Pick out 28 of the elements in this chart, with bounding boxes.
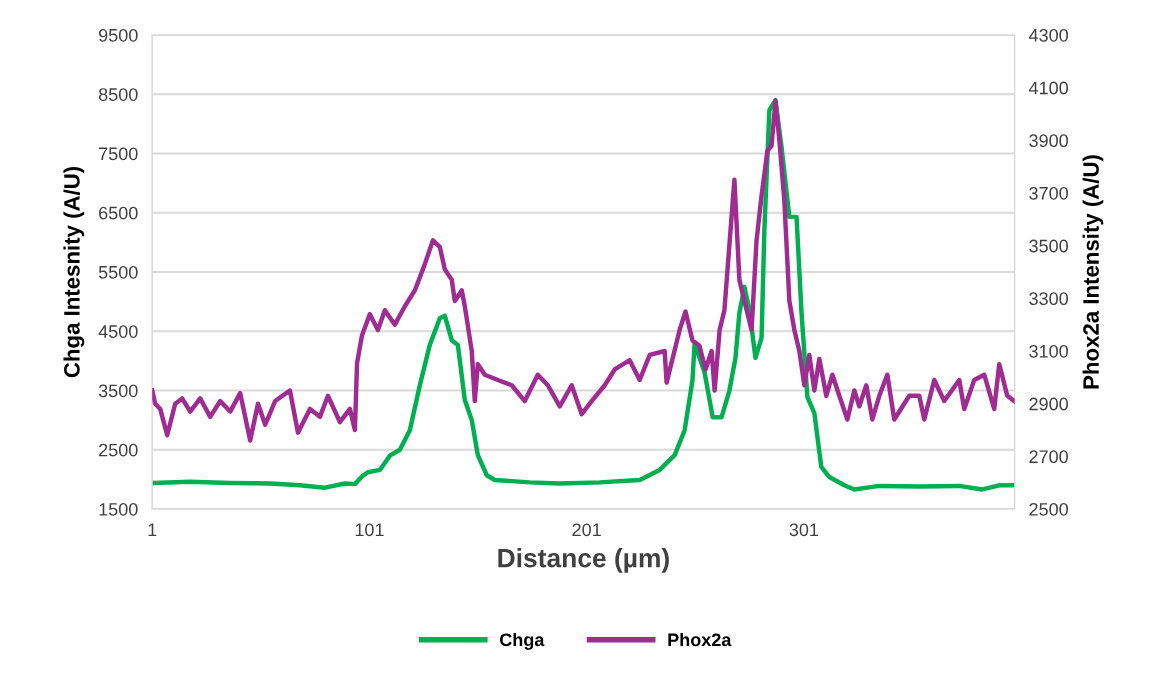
- y-axis-title: Chga Intesnity (A/U): [63, 166, 85, 378]
- y2-tick-label: 3900: [1029, 134, 1068, 148]
- y-tick-label: 9500: [98, 28, 138, 42]
- y-tick-label: 8500: [98, 88, 138, 101]
- x-axis-title: Distance (µm): [498, 548, 669, 573]
- y2-tick-label: 3500: [1029, 239, 1068, 253]
- y2-tick-label: 4100: [1028, 81, 1068, 95]
- y2-tick-label: 3300: [1029, 292, 1068, 306]
- y-tick-label: 4500: [98, 325, 138, 338]
- y2-tick-label: 2900: [1029, 397, 1068, 411]
- y-tick-label: 3500: [98, 384, 138, 398]
- x-tick-label: 1: [148, 523, 157, 536]
- x-tick-label: 301: [789, 523, 819, 537]
- y2-tick-label: 3700: [1029, 186, 1068, 200]
- y2-tick-label: 4300: [1028, 28, 1068, 42]
- y-tick-label: 1500: [99, 502, 138, 516]
- y-tick-label: 5500: [98, 265, 138, 279]
- y2-axis-title: Phox2a Intensity (A/U): [1082, 155, 1104, 389]
- x-tick-label: 201: [572, 523, 601, 537]
- y-tick-label: 7500: [99, 147, 138, 161]
- x-tick-label: 101: [355, 523, 384, 537]
- y-tick-label: 2500: [99, 443, 138, 457]
- y-tick-label: 6500: [99, 206, 138, 220]
- y2-tick-label: 3100: [1029, 344, 1068, 358]
- y2-tick-label: 2500: [1029, 502, 1068, 516]
- legend-label: Chga: [499, 632, 545, 650]
- y2-tick-label: 2700: [1029, 450, 1068, 464]
- legend-label: Phox2a: [668, 632, 732, 647]
